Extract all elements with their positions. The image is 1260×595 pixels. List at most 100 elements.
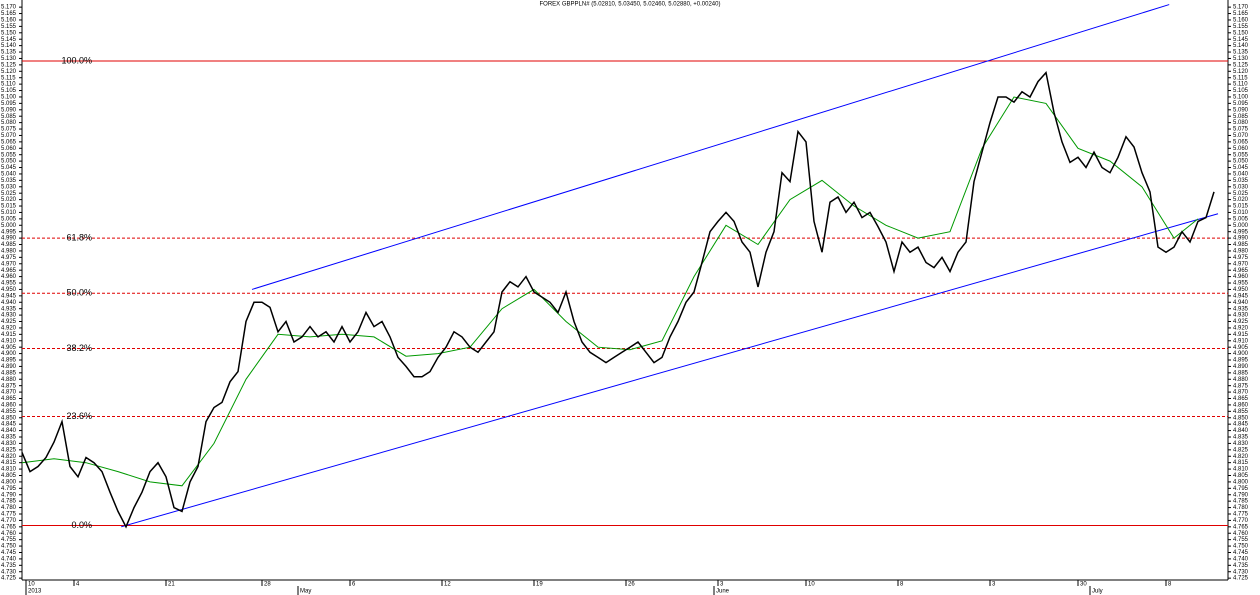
- y-tick-label: 5.065: [1233, 139, 1249, 145]
- y-tick-label: 4.885: [1233, 370, 1249, 376]
- y-tick-label: 4.775: [1, 512, 17, 518]
- y-tick-label: 5.025: [1233, 191, 1249, 197]
- y-tick-label: 4.860: [1233, 402, 1249, 408]
- y-tick-label: 4.845: [1233, 422, 1249, 428]
- y-tick-label: 5.090: [1, 107, 17, 113]
- y-tick-label: 5.065: [1, 139, 17, 145]
- y-tick-label: 5.130: [1233, 56, 1249, 62]
- y-tick-label: 4.790: [1, 492, 17, 498]
- fib-label: 23.6%: [66, 411, 92, 421]
- y-tick-label: 5.160: [1233, 18, 1249, 24]
- y-tick-label: 5.155: [1233, 24, 1249, 30]
- x-tick-label: 10: [808, 582, 815, 588]
- y-tick-label: 4.980: [1, 249, 17, 255]
- fib-label: 50.0%: [66, 288, 92, 298]
- y-tick-label: 4.810: [1233, 467, 1249, 473]
- y-tick-label: 4.880: [1, 377, 17, 383]
- y-tick-label: 5.145: [1, 37, 17, 43]
- y-tick-label: 5.105: [1233, 88, 1249, 94]
- y-tick-label: 4.840: [1233, 428, 1249, 434]
- period-label: 2013: [28, 589, 42, 595]
- y-tick-label: 4.750: [1, 544, 17, 550]
- y-tick-label: 4.765: [1, 524, 17, 530]
- period-label: July: [1092, 589, 1103, 595]
- y-tick-label: 5.150: [1233, 30, 1249, 36]
- y-tick-label: 5.085: [1233, 114, 1249, 120]
- y-tick-label: 4.755: [1, 537, 17, 543]
- y-tick-label: 5.000: [1, 223, 17, 229]
- y-tick-label: 4.890: [1233, 364, 1249, 370]
- y-tick-label: 4.905: [1233, 345, 1249, 351]
- y-tick-label: 4.895: [1233, 358, 1249, 364]
- x-tick-label: 12: [444, 582, 451, 588]
- y-tick-label: 5.170: [1233, 5, 1249, 11]
- y-tick-label: 5.005: [1233, 216, 1249, 222]
- y-tick-label: 4.950: [1, 287, 17, 293]
- y-tick-label: 5.095: [1233, 101, 1249, 107]
- chart-title: FOREX GBPPLN# (5.02810, 5.03450, 5.02460…: [540, 2, 721, 8]
- y-tick-label: 5.015: [1, 204, 17, 210]
- x-tick-label: 4: [76, 582, 80, 588]
- y-tick-label: 4.735: [1, 563, 17, 569]
- y-tick-label: 4.910: [1233, 338, 1249, 344]
- x-tick-label: 6: [352, 582, 356, 588]
- y-tick-label: 5.170: [1, 5, 17, 11]
- y-tick-label: 5.140: [1, 43, 17, 49]
- x-tick-label: 8: [1168, 582, 1172, 588]
- y-tick-label: 5.050: [1233, 159, 1249, 165]
- y-tick-label: 4.835: [1233, 435, 1249, 441]
- y-tick-label: 4.770: [1, 518, 17, 524]
- y-tick-label: 5.045: [1233, 165, 1249, 171]
- y-tick-label: 4.930: [1, 313, 17, 319]
- y-tick-label: 4.815: [1, 460, 17, 466]
- y-tick-label: 5.015: [1233, 204, 1249, 210]
- y-tick-label: 4.820: [1233, 454, 1249, 460]
- y-tick-label: 4.960: [1233, 274, 1249, 280]
- y-tick-label: 5.130: [1, 56, 17, 62]
- y-tick-label: 4.730: [1, 569, 17, 575]
- y-tick-label: 5.125: [1, 62, 17, 68]
- y-tick-label: 4.945: [1, 293, 17, 299]
- y-tick-label: 5.090: [1233, 107, 1249, 113]
- x-tick-label: 21: [168, 582, 175, 588]
- y-tick-label: 4.990: [1233, 236, 1249, 242]
- y-tick-label: 4.735: [1233, 563, 1249, 569]
- y-tick-label: 4.940: [1233, 300, 1249, 306]
- y-tick-label: 4.875: [1, 383, 17, 389]
- y-tick-label: 5.110: [1, 82, 16, 88]
- x-tick-label: 28: [264, 582, 271, 588]
- y-tick-label: 5.140: [1233, 43, 1249, 49]
- y-tick-label: 4.800: [1, 479, 17, 485]
- y-tick-label: 4.955: [1233, 281, 1249, 287]
- y-tick-label: 4.885: [1, 370, 17, 376]
- y-tick-label: 4.755: [1233, 537, 1249, 543]
- y-tick-label: 4.995: [1, 229, 17, 235]
- y-tick-label: 4.985: [1233, 242, 1249, 248]
- y-tick-label: 5.035: [1, 178, 17, 184]
- y-tick-label: 4.975: [1, 255, 17, 261]
- y-tick-label: 5.045: [1, 165, 17, 171]
- y-tick-label: 4.850: [1233, 415, 1249, 421]
- y-tick-label: 4.745: [1, 550, 17, 556]
- y-tick-label: 4.820: [1, 454, 17, 460]
- y-tick-label: 4.915: [1, 332, 17, 338]
- y-tick-label: 4.795: [1233, 486, 1249, 492]
- y-tick-label: 5.020: [1233, 197, 1249, 203]
- period-label: May: [300, 589, 311, 595]
- y-tick-label: 4.835: [1, 435, 17, 441]
- channel-line: [251, 4, 1170, 290]
- fib-label: 38.2%: [66, 343, 92, 353]
- y-tick-label: 5.165: [1, 11, 17, 17]
- x-tick-label: 30: [1080, 582, 1087, 588]
- y-tick-label: 4.730: [1233, 569, 1249, 575]
- y-tick-label: 4.740: [1, 556, 17, 562]
- y-tick-label: 5.080: [1, 120, 17, 126]
- y-tick-label: 5.110: [1233, 82, 1248, 88]
- y-tick-label: 5.010: [1233, 210, 1249, 216]
- y-tick-label: 4.895: [1, 358, 17, 364]
- y-tick-label: 5.055: [1233, 152, 1249, 158]
- y-tick-label: 4.800: [1233, 479, 1249, 485]
- y-tick-label: 5.060: [1, 146, 17, 152]
